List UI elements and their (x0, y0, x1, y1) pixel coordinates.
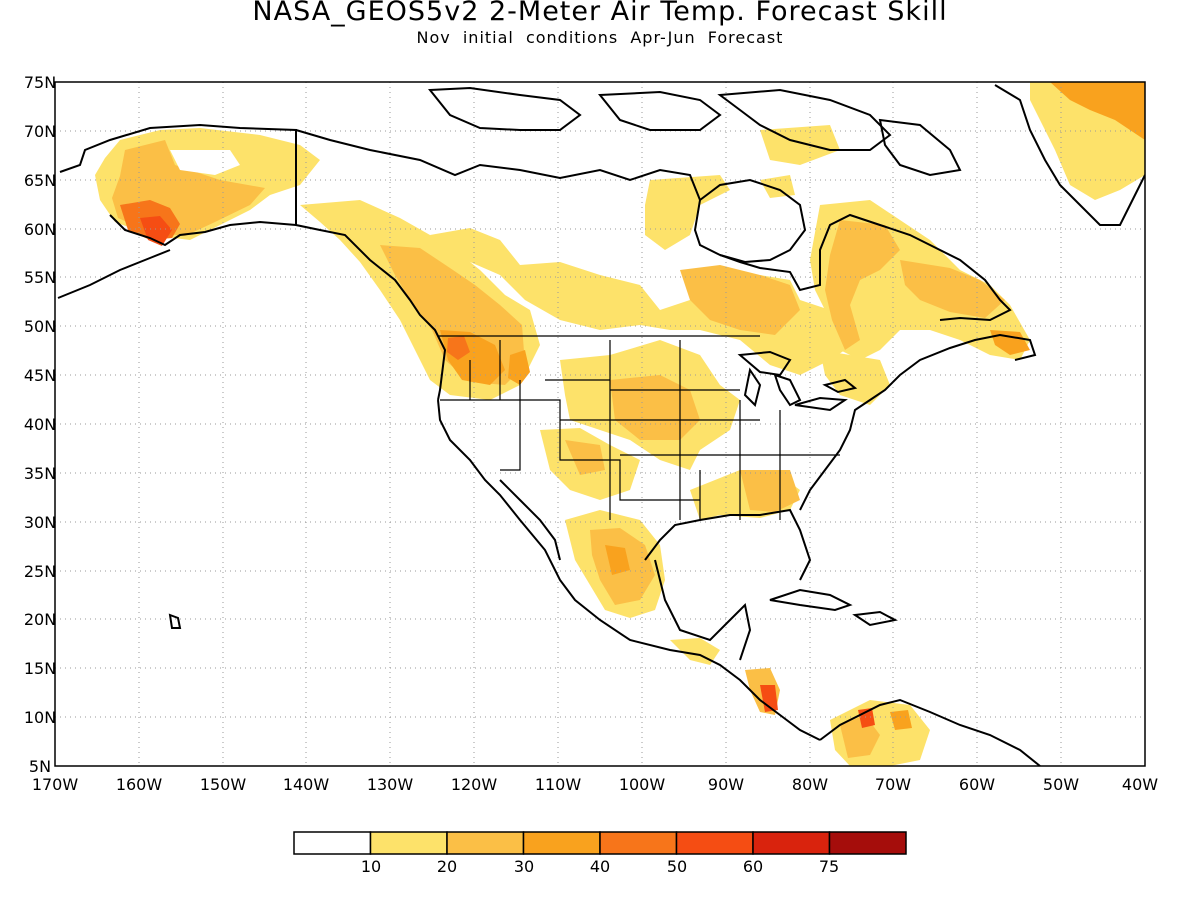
lat-label: 30N (24, 513, 56, 532)
lon-label: 70W (875, 775, 911, 794)
colorbar-label: 40 (590, 857, 610, 876)
lon-label: 50W (1043, 775, 1079, 794)
lat-label: 60N (24, 220, 56, 239)
colorbar-swatch (522, 831, 601, 855)
lon-label: 170W (32, 775, 79, 794)
colorbar-swatch (446, 831, 525, 855)
lat-label: 20N (24, 610, 56, 629)
colorbar-swatch (369, 831, 448, 855)
colorbar-swatch (293, 831, 372, 855)
lat-label: 10N (24, 708, 56, 727)
lon-axis: 170W 160W 150W 140W 130W 120W 110W 100W … (32, 775, 1158, 794)
colorbar-label: 30 (514, 857, 534, 876)
colorbar: 10 20 30 40 50 60 75 (293, 831, 907, 876)
lon-label: 100W (619, 775, 666, 794)
lon-label: 120W (451, 775, 498, 794)
lat-label: 70N (24, 122, 56, 141)
map-subtitle: Nov initial conditions Apr-Jun Forecast (416, 28, 784, 47)
lat-label: 50N (24, 317, 56, 336)
lat-label: 35N (24, 464, 56, 483)
colorbar-label: 75 (819, 857, 839, 876)
lat-label: 5N (29, 757, 51, 776)
colorbar-label: 20 (437, 857, 457, 876)
map-area (55, 82, 1145, 766)
colorbar-swatch (752, 831, 831, 855)
lon-label: 90W (708, 775, 744, 794)
lat-label: 25N (24, 562, 56, 581)
colorbar-label: 60 (743, 857, 763, 876)
map-frame (54, 81, 1146, 767)
lat-label: 15N (24, 659, 56, 678)
lat-label: 75N (24, 73, 56, 92)
lon-label: 160W (116, 775, 163, 794)
lat-label: 40N (24, 415, 56, 434)
lon-label: 80W (792, 775, 828, 794)
colorbar-swatch (599, 831, 678, 855)
lat-label: 45N (24, 366, 56, 385)
lat-label: 65N (24, 171, 56, 190)
lon-label: 60W (959, 775, 995, 794)
coastlines (57, 84, 1145, 766)
lon-label: 110W (535, 775, 582, 794)
colorbar-swatch (828, 831, 907, 855)
lon-label: 140W (283, 775, 330, 794)
political-borders (438, 335, 840, 520)
lat-label: 55N (24, 268, 56, 287)
lon-label: 40W (1122, 775, 1158, 794)
lat-axis: 75N 70N 65N 60N 55N 50N 45N 40N 35N 30N … (24, 73, 56, 776)
map-title: NASA_GEOS5v2 2-Meter Air Temp. Forecast … (252, 0, 948, 27)
colorbar-swatch (675, 831, 754, 855)
lon-label: 150W (200, 775, 247, 794)
colorbar-label: 50 (667, 857, 687, 876)
lon-label: 130W (367, 775, 414, 794)
colorbar-label: 10 (361, 857, 381, 876)
lat-lon-grid (55, 82, 1145, 766)
